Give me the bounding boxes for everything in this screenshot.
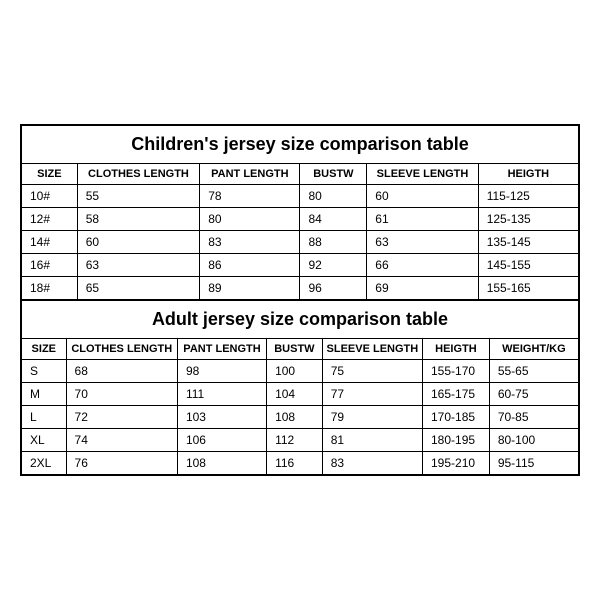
table-cell: 81 bbox=[322, 429, 422, 452]
table-cell: 14# bbox=[22, 231, 78, 254]
table-cell: 70 bbox=[66, 383, 177, 406]
table-cell: 61 bbox=[367, 208, 478, 231]
table-cell: 18# bbox=[22, 277, 78, 300]
children-col-header: PANT LENGTH bbox=[200, 164, 300, 185]
table-cell: 155-165 bbox=[478, 277, 578, 300]
table-cell: 79 bbox=[322, 406, 422, 429]
table-row: S689810075155-17055-65 bbox=[22, 360, 579, 383]
adult-size-table: Adult jersey size comparison table SIZEC… bbox=[21, 300, 579, 475]
table-cell: 108 bbox=[267, 406, 323, 429]
table-row: 14#60838863135-145 bbox=[22, 231, 579, 254]
table-cell: L bbox=[22, 406, 67, 429]
table-cell: 75 bbox=[322, 360, 422, 383]
table-cell: 83 bbox=[322, 452, 422, 475]
table-cell: 145-155 bbox=[478, 254, 578, 277]
table-cell: 111 bbox=[177, 383, 266, 406]
table-row: XL7410611281180-19580-100 bbox=[22, 429, 579, 452]
size-chart-container: Children's jersey size comparison table … bbox=[20, 124, 580, 476]
table-cell: 108 bbox=[177, 452, 266, 475]
table-cell: 60 bbox=[367, 185, 478, 208]
table-cell: 83 bbox=[200, 231, 300, 254]
table-cell: 115-125 bbox=[478, 185, 578, 208]
adult-col-header: PANT LENGTH bbox=[177, 339, 266, 360]
table-cell: 165-175 bbox=[423, 383, 490, 406]
table-row: M7011110477165-17560-75 bbox=[22, 383, 579, 406]
table-cell: 155-170 bbox=[423, 360, 490, 383]
table-cell: 70-85 bbox=[489, 406, 578, 429]
adult-col-header: CLOTHES LENGTH bbox=[66, 339, 177, 360]
table-cell: 92 bbox=[300, 254, 367, 277]
table-cell: 135-145 bbox=[478, 231, 578, 254]
table-cell: 100 bbox=[267, 360, 323, 383]
table-cell: 96 bbox=[300, 277, 367, 300]
adult-title-row: Adult jersey size comparison table bbox=[22, 301, 579, 339]
children-col-header: SIZE bbox=[22, 164, 78, 185]
adult-col-header: SLEEVE LENGTH bbox=[322, 339, 422, 360]
table-cell: 180-195 bbox=[423, 429, 490, 452]
table-cell: 84 bbox=[300, 208, 367, 231]
children-col-header: HEIGTH bbox=[478, 164, 578, 185]
table-cell: 170-185 bbox=[423, 406, 490, 429]
table-row: 2XL7610811683195-21095-115 bbox=[22, 452, 579, 475]
table-cell: 77 bbox=[322, 383, 422, 406]
table-cell: 10# bbox=[22, 185, 78, 208]
table-cell: 12# bbox=[22, 208, 78, 231]
table-cell: XL bbox=[22, 429, 67, 452]
children-header-row: SIZECLOTHES LENGTHPANT LENGTHBUSTWSLEEVE… bbox=[22, 164, 579, 185]
table-cell: 63 bbox=[367, 231, 478, 254]
table-row: 12#58808461125-135 bbox=[22, 208, 579, 231]
table-cell: 89 bbox=[200, 277, 300, 300]
children-col-header: BUSTW bbox=[300, 164, 367, 185]
table-cell: 76 bbox=[66, 452, 177, 475]
table-cell: 116 bbox=[267, 452, 323, 475]
table-cell: S bbox=[22, 360, 67, 383]
table-cell: 80-100 bbox=[489, 429, 578, 452]
table-cell: 80 bbox=[300, 185, 367, 208]
table-cell: 80 bbox=[200, 208, 300, 231]
table-cell: 95-115 bbox=[489, 452, 578, 475]
table-cell: 125-135 bbox=[478, 208, 578, 231]
table-cell: 69 bbox=[367, 277, 478, 300]
children-col-header: SLEEVE LENGTH bbox=[367, 164, 478, 185]
table-cell: 63 bbox=[77, 254, 200, 277]
table-cell: 98 bbox=[177, 360, 266, 383]
table-cell: 16# bbox=[22, 254, 78, 277]
table-row: 16#63869266145-155 bbox=[22, 254, 579, 277]
children-title-row: Children's jersey size comparison table bbox=[22, 126, 579, 164]
table-cell: 65 bbox=[77, 277, 200, 300]
children-col-header: CLOTHES LENGTH bbox=[77, 164, 200, 185]
table-cell: 112 bbox=[267, 429, 323, 452]
table-cell: 74 bbox=[66, 429, 177, 452]
table-row: 10#55788060115-125 bbox=[22, 185, 579, 208]
table-cell: 58 bbox=[77, 208, 200, 231]
table-row: 18#65899669155-165 bbox=[22, 277, 579, 300]
table-cell: 78 bbox=[200, 185, 300, 208]
adult-header-row: SIZECLOTHES LENGTHPANT LENGTHBUSTWSLEEVE… bbox=[22, 339, 579, 360]
adult-title: Adult jersey size comparison table bbox=[22, 301, 579, 339]
table-cell: 55-65 bbox=[489, 360, 578, 383]
table-cell: 88 bbox=[300, 231, 367, 254]
table-cell: 103 bbox=[177, 406, 266, 429]
adult-col-header: HEIGTH bbox=[423, 339, 490, 360]
table-cell: 195-210 bbox=[423, 452, 490, 475]
table-cell: 86 bbox=[200, 254, 300, 277]
adult-col-header: WEIGHT/KG bbox=[489, 339, 578, 360]
children-title: Children's jersey size comparison table bbox=[22, 126, 579, 164]
table-cell: 60 bbox=[77, 231, 200, 254]
table-cell: 104 bbox=[267, 383, 323, 406]
children-size-table: Children's jersey size comparison table … bbox=[21, 125, 579, 300]
table-cell: 55 bbox=[77, 185, 200, 208]
adult-col-header: SIZE bbox=[22, 339, 67, 360]
table-cell: 106 bbox=[177, 429, 266, 452]
table-cell: M bbox=[22, 383, 67, 406]
adult-col-header: BUSTW bbox=[267, 339, 323, 360]
table-row: L7210310879170-18570-85 bbox=[22, 406, 579, 429]
table-cell: 72 bbox=[66, 406, 177, 429]
table-cell: 60-75 bbox=[489, 383, 578, 406]
table-cell: 66 bbox=[367, 254, 478, 277]
table-cell: 68 bbox=[66, 360, 177, 383]
table-cell: 2XL bbox=[22, 452, 67, 475]
